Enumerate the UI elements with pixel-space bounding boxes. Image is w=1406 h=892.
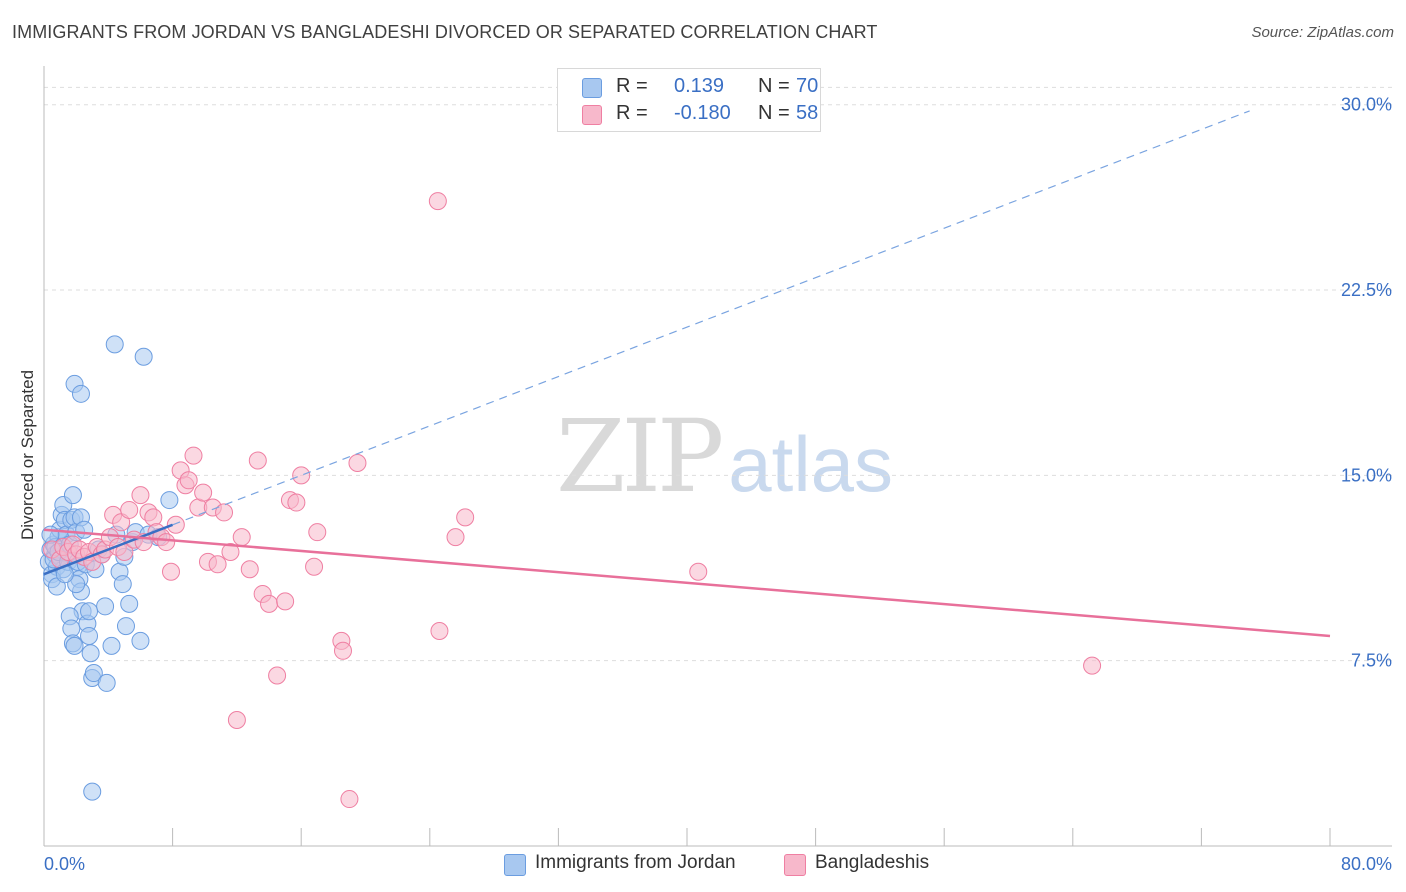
n-key: N = <box>758 75 790 97</box>
bangladeshi-point <box>240 560 259 579</box>
jordan-point <box>116 617 135 636</box>
y-tick-labels: 7.5% 15.0% 22.5% 30.0% <box>1341 95 1392 671</box>
jordan-point <box>81 644 100 663</box>
bangladeshi-point <box>287 493 306 512</box>
bangladeshi-point <box>1083 656 1102 675</box>
jordan-point <box>83 782 102 801</box>
jordan-point <box>102 636 121 655</box>
source-label: Source: ZipAtlas.com <box>1251 24 1394 41</box>
trend-lines <box>43 110 1331 638</box>
legend-label-jordan: Immigrants from Jordan <box>535 852 736 873</box>
n-value: 70 <box>796 75 819 97</box>
y-tick-label: 15.0% <box>1341 465 1392 485</box>
r-key: R = <box>616 75 648 97</box>
series-legend: Immigrants from Jordan Bangladeshis <box>0 850 1406 880</box>
bangladeshi-point <box>179 471 198 490</box>
bangladeshi-point <box>166 515 185 534</box>
bangladeshi-point <box>260 594 279 613</box>
axes <box>43 66 1392 847</box>
bangladeshi-point <box>215 503 234 522</box>
jordan-point <box>120 594 139 613</box>
jordan-point <box>65 636 84 655</box>
bangladeshi-point <box>428 192 447 211</box>
jordan-point <box>75 520 94 539</box>
r-value: 0.139 <box>674 75 725 97</box>
jordan-point <box>84 664 103 683</box>
bangladeshi-point <box>308 523 327 542</box>
chart-title: IMMIGRANTS FROM JORDAN VS BANGLADESHI DI… <box>12 22 878 42</box>
legend-label-bangladeshi: Bangladeshis <box>815 852 930 873</box>
stats-legend: R = 0.139 N = 70 R = -0.180 N = 58 <box>557 68 821 132</box>
watermark-zip: ZIP <box>556 398 724 515</box>
watermark: ZIP atlas <box>556 398 893 515</box>
jordan-point <box>134 347 153 366</box>
bangladeshi-point <box>268 666 287 685</box>
data-points <box>39 192 1102 809</box>
x-tick-label: 80.0% <box>1341 854 1392 874</box>
y-tick-label: 22.5% <box>1341 280 1392 300</box>
bangladeshi-point <box>184 446 203 465</box>
n-value: 58 <box>796 102 819 124</box>
bangladeshi-point <box>348 454 367 472</box>
jordan-point <box>71 384 90 403</box>
x-tick-label: 0.0% <box>44 854 85 874</box>
jordan-point <box>113 575 132 594</box>
jordan-point <box>62 619 81 638</box>
bangladeshi-point <box>120 500 139 519</box>
bangladeshi-point <box>340 790 359 809</box>
bangladeshi-point <box>131 486 150 505</box>
legend-swatch-jordan <box>504 854 526 876</box>
jordan-trend-line <box>43 523 174 576</box>
r-value: -0.180 <box>674 102 731 124</box>
bangladeshi-point <box>208 555 227 574</box>
bangladeshi-point <box>430 622 449 641</box>
bangladeshi-point <box>221 542 240 561</box>
bangladeshi-point <box>232 528 251 547</box>
y-tick-label: 30.0% <box>1341 95 1392 115</box>
bangladeshi-point <box>144 508 163 527</box>
jordan-point <box>80 626 99 645</box>
jordan-trend-extension <box>172 110 1250 526</box>
jordan-point <box>97 673 116 692</box>
legend-swatch-bangladeshi <box>582 105 602 125</box>
jordan-point <box>160 491 179 510</box>
x-tick-labels: 0.0% 80.0% <box>44 854 1392 874</box>
bangladeshi-point <box>305 557 324 576</box>
legend-swatch-jordan <box>582 78 602 98</box>
bangladeshi-point <box>161 562 180 581</box>
jordan-point <box>63 486 82 505</box>
bangladeshi-point <box>227 710 246 729</box>
jordan-point <box>96 597 115 616</box>
legend-swatch-bangladeshi <box>784 854 806 876</box>
jordan-point <box>105 335 124 354</box>
n-key: N = <box>758 102 790 124</box>
bangladeshi-point <box>333 641 352 660</box>
bangladeshi-point <box>276 592 295 611</box>
bangladeshi-point <box>157 533 176 552</box>
bangladeshi-point <box>194 483 213 502</box>
y-tick-label: 7.5% <box>1351 651 1392 671</box>
r-key: R = <box>616 102 648 124</box>
jordan-point <box>131 631 150 650</box>
bangladeshi-point <box>456 508 475 527</box>
jordan-point <box>80 602 99 621</box>
bangladeshi-point <box>446 528 465 547</box>
bangladeshi-point <box>292 466 311 485</box>
bangladeshi-point <box>689 562 708 581</box>
bangladeshi-trend-line <box>43 528 1331 638</box>
bangladeshi-point <box>248 451 267 470</box>
watermark-atlas: atlas <box>728 420 894 508</box>
